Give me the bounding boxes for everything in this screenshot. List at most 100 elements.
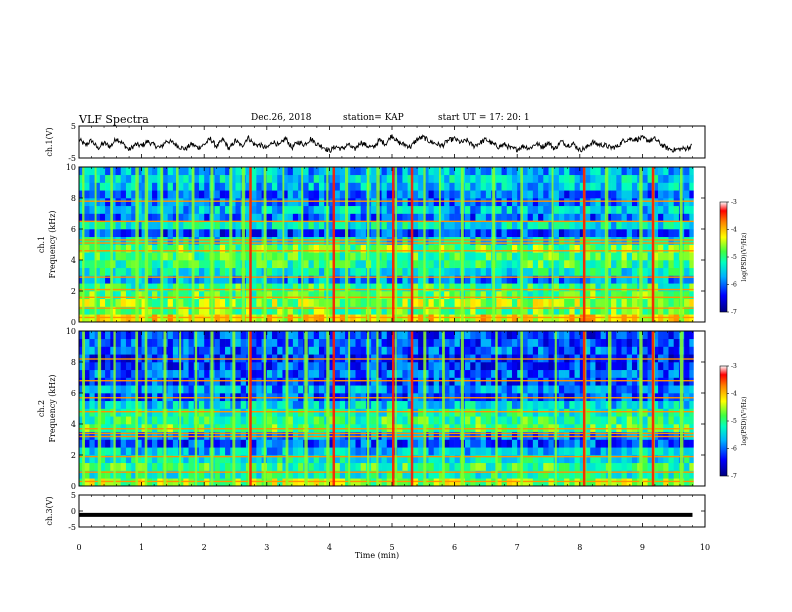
spectrogram-cell <box>621 244 628 253</box>
spectrogram-cell <box>136 424 142 433</box>
spectrogram-cell <box>527 198 534 207</box>
spectrogram-cell <box>219 205 226 214</box>
spectrogram-cell <box>611 198 617 207</box>
spectrogram-cell <box>125 385 132 394</box>
spectrogram-cell <box>652 252 659 261</box>
spectrogram-cell <box>522 229 528 238</box>
spectrogram-cell <box>162 283 168 292</box>
spectrogram-cell <box>506 338 513 347</box>
spectrogram-cell <box>600 267 607 276</box>
spectrogram-cell <box>673 346 680 355</box>
spectrogram-cell <box>418 221 424 230</box>
spectrogram-cell <box>167 338 174 347</box>
spectrogram-cell <box>423 298 429 307</box>
spectrogram-cell <box>292 260 299 269</box>
spectrogram-cell <box>642 236 648 245</box>
spectrogram-cell <box>454 198 461 207</box>
spectrogram-cell <box>689 478 695 487</box>
spectrogram-cell <box>553 260 560 269</box>
spectrogram-cell <box>219 275 226 284</box>
spectrogram-cell <box>172 306 179 315</box>
spectrogram-cell <box>308 338 315 347</box>
spectrogram-cell <box>626 244 633 253</box>
spectrogram-cell <box>428 213 435 222</box>
spectrogram-cell <box>506 182 513 191</box>
spectrogram-cell <box>146 167 153 176</box>
spectrogram-cell <box>652 369 659 378</box>
spectrogram-cell <box>193 314 200 323</box>
spectrogram-cell <box>485 298 492 307</box>
spectrogram-cell <box>480 298 487 307</box>
spectrogram-cell <box>94 369 101 378</box>
spectrogram-cell <box>376 346 382 355</box>
spectrogram-cell <box>684 306 690 315</box>
spectrogram-cell <box>178 275 184 284</box>
spectrogram-cell <box>240 431 247 440</box>
spectrogram-cell <box>115 408 122 417</box>
spectrogram-cell <box>105 275 111 284</box>
spectrogram-cell <box>517 275 523 284</box>
spectrogram-cell <box>204 267 210 276</box>
spectrogram-cell <box>313 314 320 323</box>
spectrogram-cell <box>152 205 158 214</box>
spectrogram-cell <box>282 260 288 269</box>
spectrogram-cell <box>345 377 351 386</box>
spectrogram-cell <box>345 400 351 409</box>
spectrogram-cell <box>600 306 607 315</box>
spectrogram-cell <box>491 455 497 464</box>
spectrogram-cell <box>475 182 481 191</box>
spectrogram-cell <box>219 369 226 378</box>
spectrogram-cell <box>548 478 555 487</box>
spectrogram-cell <box>386 369 393 378</box>
spectrogram-cell <box>480 190 487 199</box>
spectrogram-cell <box>84 478 90 487</box>
spectrogram-cell <box>298 236 304 245</box>
spectrogram-cell <box>188 338 195 347</box>
spectrogram-cell <box>251 298 257 307</box>
spectrogram-cell <box>381 393 388 402</box>
spectrogram-cell <box>308 182 315 191</box>
spectrogram-cell <box>329 298 335 307</box>
spectrogram-cell <box>329 439 335 448</box>
spectrogram-cell <box>277 298 283 307</box>
spectrogram-cell <box>564 306 570 315</box>
spectrogram-cell <box>543 369 549 378</box>
spectrogram-cell <box>673 431 680 440</box>
spectrogram-cell <box>647 377 654 386</box>
spectrogram-cell <box>282 205 288 214</box>
spectrogram-cell <box>532 431 539 440</box>
spectrogram-cell <box>193 306 200 315</box>
spectrogram-cell <box>663 298 669 307</box>
spectrogram-cell <box>491 385 497 394</box>
spectrogram-cell <box>115 229 122 238</box>
spectrogram-cell <box>120 362 127 371</box>
spectrogram-cell <box>329 182 335 191</box>
spectrogram-cell <box>496 221 502 230</box>
spectrogram-cell <box>105 252 111 261</box>
spectrogram-cell <box>621 447 628 456</box>
spectrogram-cell <box>402 408 408 417</box>
spectrogram-cell <box>673 182 680 191</box>
spectrogram-cell <box>136 260 142 269</box>
spectrogram-cell <box>407 190 414 199</box>
spectrogram-cell <box>605 236 612 245</box>
spectrogram-cell <box>485 478 492 487</box>
spectrogram-cell <box>480 354 487 363</box>
spectrogram-cell <box>381 408 388 417</box>
spectrogram-cell <box>256 455 262 464</box>
spectrogram-cell <box>392 439 398 448</box>
spectrogram-cell <box>94 267 101 276</box>
spectrogram-cell <box>266 338 273 347</box>
spectrogram-cell <box>105 362 111 371</box>
spectrogram-cell <box>198 314 205 323</box>
spectrogram-cell <box>470 244 476 253</box>
spectrogram-cell <box>673 377 680 386</box>
spectrogram-cell <box>506 346 513 355</box>
spectrogram-cell <box>339 416 346 425</box>
spectrogram-cell <box>178 291 184 300</box>
spectrogram-cell <box>449 362 455 371</box>
spectrogram-cell <box>329 431 335 440</box>
spectrogram-cell <box>350 478 356 487</box>
spectrogram-cell <box>292 182 299 191</box>
spectrogram-cell <box>433 362 440 371</box>
